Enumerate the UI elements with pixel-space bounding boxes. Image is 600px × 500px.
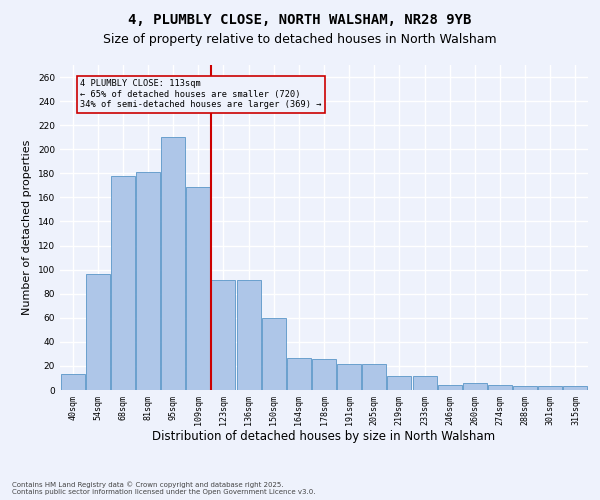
X-axis label: Distribution of detached houses by size in North Walsham: Distribution of detached houses by size … <box>152 430 496 444</box>
Bar <box>438 385 461 390</box>
Bar <box>337 364 361 390</box>
Bar <box>388 376 412 390</box>
Bar <box>136 172 160 390</box>
Bar <box>211 280 235 390</box>
Text: Contains HM Land Registry data © Crown copyright and database right 2025.
Contai: Contains HM Land Registry data © Crown c… <box>12 482 316 495</box>
Bar <box>463 383 487 390</box>
Bar <box>488 385 512 390</box>
Bar <box>563 386 587 390</box>
Text: Size of property relative to detached houses in North Walsham: Size of property relative to detached ho… <box>103 32 497 46</box>
Bar <box>413 376 437 390</box>
Bar <box>538 386 562 390</box>
Bar <box>236 280 260 390</box>
Text: 4, PLUMBLY CLOSE, NORTH WALSHAM, NR28 9YB: 4, PLUMBLY CLOSE, NORTH WALSHAM, NR28 9Y… <box>128 12 472 26</box>
Y-axis label: Number of detached properties: Number of detached properties <box>22 140 32 315</box>
Bar <box>312 358 336 390</box>
Bar <box>513 386 537 390</box>
Bar <box>86 274 110 390</box>
Bar <box>287 358 311 390</box>
Bar <box>187 186 210 390</box>
Bar <box>111 176 135 390</box>
Text: 4 PLUMBLY CLOSE: 113sqm
← 65% of detached houses are smaller (720)
34% of semi-d: 4 PLUMBLY CLOSE: 113sqm ← 65% of detache… <box>80 80 322 109</box>
Bar <box>61 374 85 390</box>
Bar <box>262 318 286 390</box>
Bar <box>362 364 386 390</box>
Bar <box>161 137 185 390</box>
